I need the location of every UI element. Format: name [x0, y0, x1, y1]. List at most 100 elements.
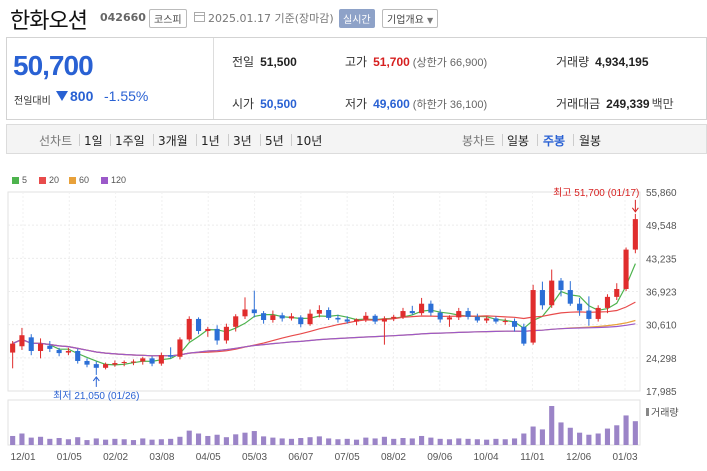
- divider: [79, 134, 80, 146]
- volume-bar: [19, 433, 25, 445]
- chart-grid: [7, 191, 641, 446]
- volume-label: 거래량: [651, 407, 679, 419]
- volume-bar: [279, 438, 285, 445]
- volume-bar: [614, 425, 620, 445]
- volume-bar: [567, 427, 573, 445]
- volume-value: 4,934,195: [595, 55, 649, 69]
- axis-labels: 55,860 49,548 43,235 36,923 30,610 24,298 17,9…: [10, 187, 678, 463]
- candle-body: [558, 280, 564, 291]
- volume-bar: [140, 438, 146, 445]
- tab-3m[interactable]: 3개월: [158, 134, 188, 148]
- tab-daily[interactable]: 일봉: [507, 134, 530, 148]
- lower-limit: (하한가 36,100): [412, 99, 488, 111]
- company-overview-button[interactable]: 기업개요 ▼: [382, 9, 439, 28]
- volume-bar: [335, 439, 341, 445]
- x-tick-label: 02/02: [103, 452, 128, 463]
- candle-body: [130, 361, 137, 363]
- candle-chart-label[interactable]: 봉차트: [462, 134, 496, 148]
- volume-bar: [632, 421, 638, 445]
- tab-weekly[interactable]: 주봉: [543, 134, 566, 148]
- volume-bar: [558, 422, 564, 445]
- candles: [10, 213, 638, 375]
- ma-line: [12, 263, 636, 366]
- volume-label: 거래량: [556, 55, 590, 69]
- tab-1y[interactable]: 1년: [201, 134, 220, 148]
- volume-bar: [177, 436, 183, 445]
- candle-body: [391, 316, 397, 319]
- moving-averages: [12, 263, 636, 366]
- candle-body: [577, 303, 583, 311]
- amount-value: 249,339: [606, 97, 650, 111]
- y-tick-label: 24,298: [646, 354, 677, 365]
- line-chart-label[interactable]: 선차트: [39, 134, 73, 148]
- change-value: 800: [56, 88, 93, 104]
- x-tick-label: 03/08: [149, 452, 174, 463]
- high-value: 51,700: [373, 55, 410, 69]
- volume-bar: [261, 436, 267, 445]
- prev-close-value: 51,500: [260, 55, 297, 69]
- volume-bar: [288, 438, 295, 445]
- candle-body: [158, 355, 164, 364]
- volume-bar: [214, 434, 220, 445]
- candle-body: [400, 311, 406, 317]
- volume-bar: [502, 439, 508, 445]
- volume-bar: [121, 439, 127, 445]
- candle-body: [623, 249, 629, 289]
- candle-body: [177, 339, 183, 357]
- candle-body: [419, 303, 425, 314]
- candle-body: [233, 316, 239, 327]
- chart-period-tabs: 선차트 1일 1주일 3개월 1년 3년 5년 10년 봉차트 일봉 주봉 월봉: [6, 124, 707, 154]
- low-price: 저가 49,600 (하한가 36,100): [345, 95, 487, 112]
- low-value: 49,600: [373, 97, 410, 111]
- volume-bar: [465, 438, 471, 445]
- volume-bar: [623, 415, 629, 445]
- change-percent: -1.55%: [104, 88, 149, 104]
- candle-body: [19, 335, 25, 347]
- candle-body: [409, 311, 415, 314]
- tab-5y[interactable]: 5년: [265, 134, 284, 148]
- prev-close: 전일 51,500: [232, 53, 297, 70]
- low-annotation: 최저 21,050 (01/26): [53, 390, 139, 402]
- candle-body: [223, 326, 229, 341]
- divider: [196, 134, 197, 146]
- tab-monthly[interactable]: 월봉: [579, 134, 602, 148]
- candle-body: [604, 296, 611, 308]
- tab-3y[interactable]: 3년: [233, 134, 252, 148]
- candle-body: [140, 358, 146, 362]
- volume-bar: [149, 439, 155, 445]
- high-annotation: 최고 51,700 (01/17): [553, 187, 639, 199]
- title-bar: 한화오션 042660 코스피 2025.01.17 기준(장마감) 실시간 기…: [0, 0, 707, 36]
- realtime-button[interactable]: 실시간: [339, 9, 375, 28]
- divider: [260, 134, 261, 146]
- y-tick-label: 17,985: [646, 387, 677, 398]
- caret-down-icon: ▼: [427, 16, 434, 25]
- divider: [110, 134, 111, 146]
- volume-bar: [363, 437, 369, 445]
- candle-body: [307, 313, 313, 325]
- volume-bar: [428, 437, 434, 445]
- x-tick-label: 05/03: [242, 452, 267, 463]
- candle-body: [567, 290, 573, 304]
- candle-body: [214, 328, 220, 341]
- volume-bar: [372, 438, 378, 445]
- volume-bar: [474, 439, 480, 445]
- tab-10y[interactable]: 10년: [296, 134, 323, 148]
- candle-body: [298, 317, 304, 325]
- volume-bar: [344, 438, 350, 445]
- volume-bar: [56, 438, 62, 445]
- candle-body: [549, 280, 555, 306]
- candle-body: [372, 315, 378, 322]
- trade-amount: 거래대금 249,339 백만: [556, 95, 674, 112]
- low-arrow-head: [92, 376, 100, 382]
- prev-close-label: 전일: [232, 55, 255, 69]
- candle-body: [10, 343, 16, 353]
- candle-body: [93, 364, 99, 368]
- tab-1d[interactable]: 1일: [84, 134, 103, 148]
- volume-bar: [326, 438, 332, 445]
- volume-bar: [511, 438, 518, 445]
- tab-1w[interactable]: 1주일: [115, 134, 145, 148]
- candle-body: [112, 363, 118, 365]
- volume-bar: [28, 437, 34, 445]
- legend-swatch: [101, 177, 108, 184]
